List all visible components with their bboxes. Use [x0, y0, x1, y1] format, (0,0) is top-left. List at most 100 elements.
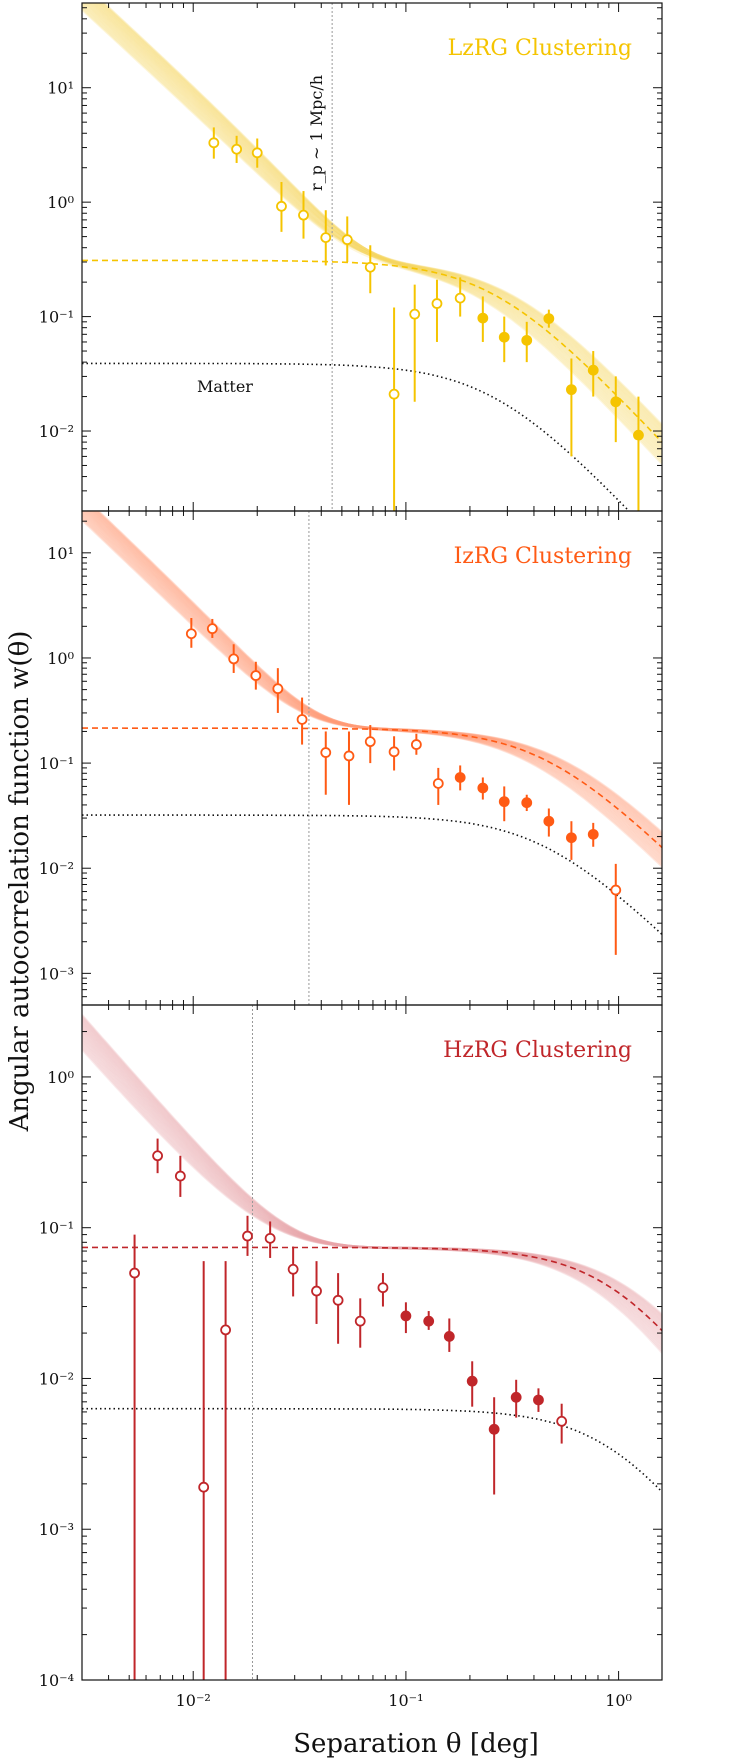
point-marker-open — [364, 261, 376, 273]
model-realization — [87, 511, 662, 856]
point-marker-open — [276, 200, 287, 212]
model-realization — [82, 1043, 662, 1325]
model-realization — [82, 1026, 662, 1340]
model-realization — [82, 1018, 662, 1330]
data-point — [206, 618, 218, 638]
data-point — [466, 1361, 478, 1407]
matter-curve — [82, 362, 631, 511]
model-realization — [95, 3, 662, 426]
point-marker-filled — [521, 797, 533, 809]
data-point — [543, 309, 555, 328]
point-marker-open — [311, 1285, 322, 1297]
data-point — [454, 277, 466, 317]
panel-title: LzRG Clustering — [448, 36, 632, 61]
y-tick-label: 10⁻³ — [39, 1520, 74, 1539]
point-marker-open — [272, 683, 284, 695]
model-realization — [82, 515, 662, 842]
data-point — [364, 245, 376, 294]
model-realization — [82, 1037, 662, 1342]
data-point — [556, 1403, 568, 1444]
data-point — [498, 316, 510, 363]
model-realization — [98, 3, 662, 437]
y-tick-label: 10⁻¹ — [39, 308, 74, 327]
data-point — [251, 138, 263, 168]
data-point — [488, 1397, 500, 1495]
panel-3: 10⁻⁴ 10⁻³ 10⁻² 10⁻¹ 10⁰ HzRG Clustering — [39, 1004, 663, 1690]
point-marker-open — [332, 1294, 344, 1306]
point-marker-open — [410, 739, 422, 750]
data-point — [521, 321, 533, 363]
data-point — [521, 794, 533, 812]
data-point — [296, 697, 308, 745]
model-realization — [102, 3, 662, 460]
point-marker-open — [354, 1315, 366, 1327]
model-realization — [96, 3, 662, 430]
data-point — [587, 822, 599, 847]
y-ticks: 10⁻² 10⁻¹ 10⁰ 10¹ — [39, 7, 662, 512]
point-marker-open — [298, 209, 309, 221]
model-realization — [82, 1024, 662, 1345]
data-point — [264, 1221, 276, 1258]
data-point — [400, 1302, 412, 1334]
point-marker-filled — [543, 815, 555, 827]
x-ticks — [81, 511, 620, 1005]
data-point — [272, 668, 284, 713]
model-realization — [93, 511, 662, 843]
y-ticks: 10⁻³ 10⁻² 10⁻¹ 10⁰ 10¹ — [39, 520, 662, 1006]
model-realization — [82, 511, 662, 835]
model-realization — [82, 511, 662, 857]
data-point — [320, 210, 332, 266]
x-ticks — [81, 3, 620, 511]
model-realization — [91, 3, 662, 447]
data-point — [250, 661, 262, 690]
y-tick-label: 10⁻¹ — [39, 1219, 74, 1238]
panel-frame — [81, 1004, 663, 1681]
point-marker-open — [220, 1324, 231, 1336]
y-axis-title: Angular autocorrelation function w(θ) — [5, 631, 35, 1133]
model-realization — [96, 511, 662, 863]
model-realization — [82, 1048, 662, 1354]
model-realization — [92, 3, 662, 452]
data-point — [498, 786, 510, 822]
plot-area — [82, 3, 662, 511]
model-realization — [91, 511, 662, 837]
model-realization — [101, 3, 662, 455]
model-realization — [98, 3, 662, 441]
point-marker-open — [454, 292, 466, 304]
y-tick-label: 10⁻⁴ — [39, 1671, 74, 1690]
model-realization — [87, 511, 662, 852]
point-marker-filled — [498, 331, 510, 343]
point-marker-open — [208, 137, 220, 149]
y-tick-label: 10⁻² — [39, 859, 74, 878]
point-marker-filled — [477, 312, 489, 324]
panel-2: 10⁻³ 10⁻² 10⁻¹ 10⁰ 10¹ IzRG Clustering — [39, 510, 663, 1006]
data-points — [185, 617, 622, 955]
point-marker-open — [343, 750, 355, 762]
model-realization — [85, 3, 662, 427]
two-halo-curve — [82, 727, 662, 849]
model-realization — [100, 3, 662, 450]
point-marker-open — [228, 653, 240, 665]
model-realization — [85, 511, 662, 845]
point-marker-open — [432, 778, 444, 789]
x-tick-label: 10⁰ — [605, 1691, 632, 1710]
panel-1: 10⁻² 10⁻¹ 10⁰ 10¹ LzRG Clustering Matter r_p ~… — [39, 2, 663, 512]
data-point — [354, 1298, 366, 1348]
data-point — [276, 182, 287, 232]
model-realization — [82, 1036, 662, 1347]
point-marker-filled — [633, 429, 644, 441]
point-marker-open — [320, 232, 332, 244]
data-point — [566, 358, 577, 457]
model-realization — [82, 1023, 662, 1350]
y-tick-label: 10¹ — [47, 544, 74, 563]
data-point — [228, 644, 240, 673]
data-point — [377, 1273, 389, 1307]
model-realization — [82, 3, 662, 453]
model-realization — [82, 1027, 662, 1335]
y-tick-label: 10⁻² — [39, 1369, 74, 1388]
data-point — [174, 1155, 186, 1197]
point-marker-filled — [454, 772, 466, 783]
y-tick-label: 10⁰ — [47, 1068, 74, 1087]
point-marker-open — [231, 143, 243, 155]
